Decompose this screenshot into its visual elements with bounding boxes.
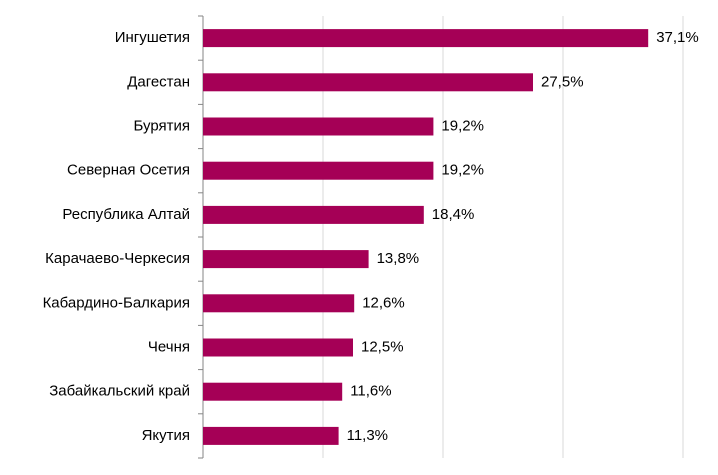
value-label: 11,3% — [347, 427, 388, 444]
y-tick-label: Забайкальский край — [49, 383, 190, 400]
value-label: 18,4% — [432, 206, 475, 223]
value-label: 37,1% — [656, 29, 699, 46]
y-tick-label: Республика Алтай — [62, 206, 190, 223]
value-label: 13,8% — [377, 250, 420, 267]
value-label: 27,5% — [541, 73, 584, 90]
value-label: 11,6% — [350, 383, 391, 400]
bar — [203, 205, 424, 224]
y-tick-label: Якутия — [142, 427, 190, 444]
bar — [203, 426, 339, 445]
y-tick-label: Ингушетия — [115, 29, 190, 46]
bar — [203, 294, 355, 313]
value-label: 19,2% — [441, 117, 484, 134]
bar — [203, 29, 649, 48]
bar — [203, 117, 434, 136]
y-tick-label: Бурятия — [133, 117, 190, 134]
value-label: 12,5% — [361, 338, 404, 355]
y-tick-label: Карачаево-Черкесия — [45, 250, 190, 267]
bar — [203, 161, 434, 180]
value-label: 19,2% — [441, 162, 484, 179]
y-tick-label: Дагестан — [127, 73, 190, 90]
y-tick-label: Чечня — [148, 338, 190, 355]
y-tick-label: Северная Осетия — [67, 162, 190, 179]
bar — [203, 382, 343, 401]
bar — [203, 73, 533, 92]
value-label: 12,6% — [362, 294, 405, 311]
bar — [203, 338, 353, 357]
bar — [203, 250, 369, 269]
y-tick-label: Кабардино-Балкария — [43, 294, 190, 311]
